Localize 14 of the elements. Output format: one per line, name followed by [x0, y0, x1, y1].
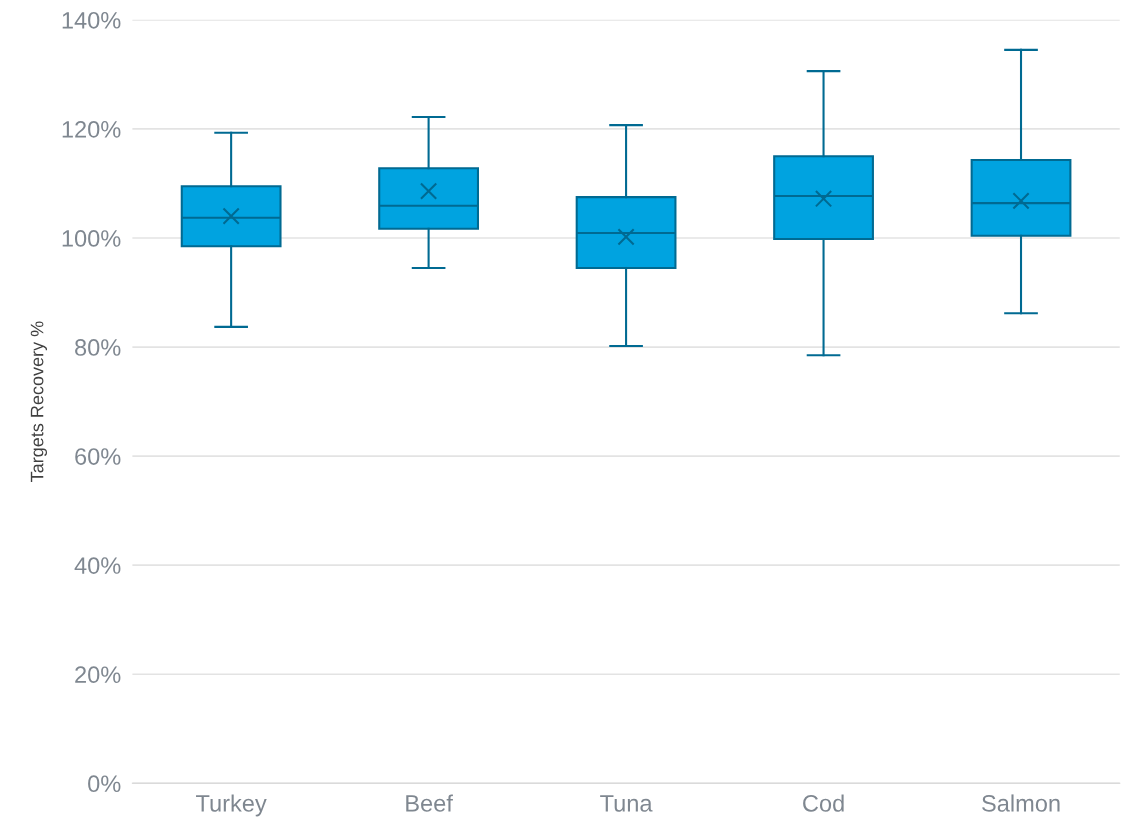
y-tick-label: 0%: [88, 775, 121, 793]
x-tick-label: Salmon: [982, 794, 1060, 812]
y-tick-label: 100%: [62, 230, 121, 247]
x-tick-label: Beef: [406, 794, 453, 812]
y-tick-label: 120%: [62, 121, 121, 138]
y-tick-label: 60%: [75, 448, 121, 465]
x-tick-label: Turkey: [196, 794, 267, 817]
y-tick-label: 40%: [74, 557, 121, 574]
x-tick-label: Cod: [803, 794, 844, 812]
y-tick-label: 140%: [62, 11, 121, 29]
y-tick-label: 80%: [75, 339, 121, 356]
y-tick-label: 20%: [75, 666, 121, 684]
x-tick-label: Tuna: [600, 795, 653, 812]
y-axis-title: Targets Recovery %: [30, 321, 48, 482]
